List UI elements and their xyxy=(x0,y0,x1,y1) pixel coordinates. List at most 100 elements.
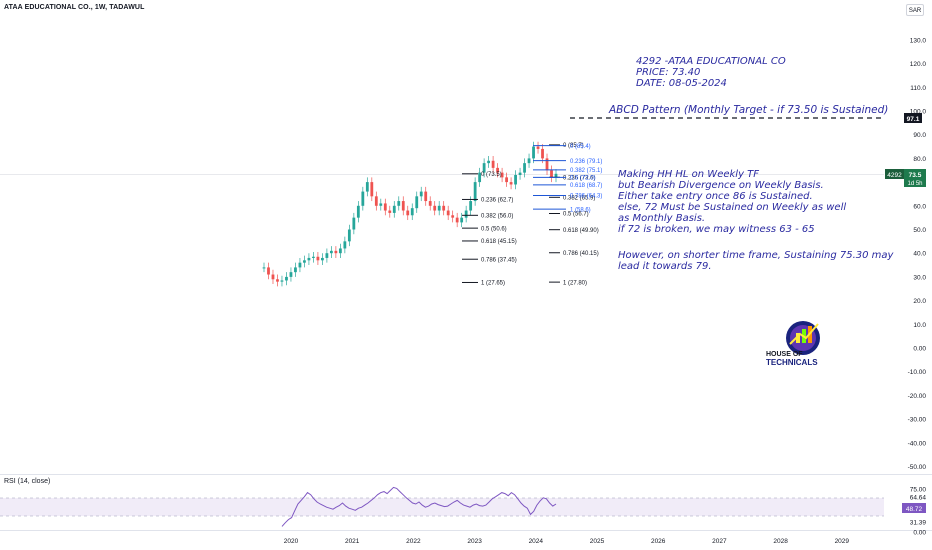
candle-body xyxy=(262,267,266,269)
time-tick-label: 2021 xyxy=(345,538,360,545)
candle-body xyxy=(379,203,383,206)
fib-retracements[interactable]: 0 (73.5) 0.236 (62.7) 0.382 (56.0) 0.5 (50.… xyxy=(462,143,602,287)
candle-body xyxy=(338,248,342,254)
price-tick-label: 20.0 xyxy=(913,298,926,305)
commentary-line-3: Either take entry once 86 is Sustained. xyxy=(618,191,813,202)
price-tick-label: 90.0 xyxy=(913,132,926,139)
fib-level-label-blue: 1 (58.6) xyxy=(570,207,591,213)
candle-body xyxy=(312,256,315,258)
candle-body xyxy=(419,191,423,197)
candle-body xyxy=(280,280,284,282)
time-tick-label: 2029 xyxy=(835,538,850,545)
candle-body xyxy=(527,158,531,164)
price-badge-text: 73.5 xyxy=(909,172,922,179)
fib-level-label: 1 (27.65) xyxy=(481,281,505,287)
currency-button[interactable]: SAR xyxy=(906,4,924,16)
price-tick-label: 10.0 xyxy=(913,322,926,329)
commentary-line-5: as Monthly Basis. xyxy=(618,213,705,224)
fib-level-label-blue: 0.236 (79.1) xyxy=(570,159,602,165)
fib-level-label-blue: 0.5 (72.0) xyxy=(570,176,596,182)
fib-level-label: 1 (27.80) xyxy=(563,280,587,286)
price-tick-label: -30.00 xyxy=(908,417,927,424)
candle-body xyxy=(532,146,535,159)
candle-body xyxy=(388,210,392,213)
time-tick-label: 2026 xyxy=(651,538,666,545)
rsi-label: RSI (14, close) xyxy=(4,478,51,485)
time-tick-label: 2025 xyxy=(590,538,605,545)
fib-level-label: 0.236 (62.7) xyxy=(481,198,513,204)
candle-body xyxy=(424,191,428,202)
countdown-text: 1d 5h xyxy=(907,181,922,187)
symbol-badge xyxy=(885,169,904,179)
candle-body xyxy=(401,201,405,211)
candle-body xyxy=(500,172,504,178)
commentary-line-4: else, 72 Must be Sustained on Weekly as … xyxy=(618,202,846,213)
candle-body xyxy=(464,210,468,218)
fib-level-label: 0.618 (49.90) xyxy=(563,228,599,234)
candle-body xyxy=(289,272,293,277)
price-tick-label: 30.0 xyxy=(913,274,926,281)
candle-body xyxy=(545,158,549,171)
rsi-tick-label: 75.00 xyxy=(910,487,927,494)
candle-body xyxy=(541,148,544,159)
price-tick-label: 60.0 xyxy=(913,203,926,210)
candle-body xyxy=(285,276,288,281)
candle-body xyxy=(392,205,396,213)
candle-body xyxy=(361,191,365,206)
fib-level-label: 0.5 (50.6) xyxy=(481,226,507,232)
fib-level-label: 0 (85.7) xyxy=(563,143,584,149)
price-tick-label: 120.0 xyxy=(910,61,927,68)
commentary-line-9: lead it towards 79. xyxy=(618,261,712,272)
target-badge xyxy=(904,113,922,123)
candle-body xyxy=(455,217,459,223)
candle-body xyxy=(356,205,360,218)
candle-body xyxy=(482,163,486,173)
rsi-current-badge xyxy=(902,503,926,513)
candle-body xyxy=(460,217,464,223)
time-tick-label: 2023 xyxy=(467,538,482,545)
candle-body xyxy=(267,267,270,275)
rsi-band xyxy=(0,498,884,516)
candle-body xyxy=(397,201,401,206)
price-tick-label: -20.00 xyxy=(908,393,927,400)
time-tick-label: 2024 xyxy=(529,538,544,545)
commentary-line-8: However, on shorter time frame, Sustaini… xyxy=(618,250,895,261)
candle-body xyxy=(505,177,508,183)
candle-body xyxy=(437,205,441,211)
candle-body xyxy=(433,205,437,211)
candle-body xyxy=(374,196,378,206)
candle-body xyxy=(550,170,553,178)
candle-body xyxy=(536,146,540,149)
price-candles xyxy=(262,141,558,287)
candle-body xyxy=(442,205,446,211)
fib-level-label: 0.236 (73.6) xyxy=(563,175,595,181)
candle-body xyxy=(406,210,410,216)
candle-body xyxy=(329,250,333,254)
candle-body xyxy=(410,208,414,216)
fib-level-label: 0.382 (65.9) xyxy=(563,196,595,202)
price-tick-label: -40.00 xyxy=(908,440,927,447)
fib-level-label: 0 (73.5) xyxy=(481,172,502,178)
time-tick-label: 2028 xyxy=(773,538,788,545)
fib-level-label-blue: 0.618 (68.7) xyxy=(570,183,602,189)
info-line-3: DATE: 08-05-2024 xyxy=(636,78,727,89)
candle-body xyxy=(307,257,311,261)
candle-body xyxy=(298,262,302,268)
candle-body xyxy=(294,267,297,273)
rsi-current-text: 48.72 xyxy=(906,506,923,513)
fib-level-label: 0.786 (40.15) xyxy=(563,251,599,257)
candle-body xyxy=(487,160,491,164)
commentary-line-1: Making HH HL on Weekly TF xyxy=(618,169,759,180)
price-axis[interactable]: 130.0120.0110.0100.090.080.070.060.050.0… xyxy=(908,37,927,471)
symbol-badge-text: 4292 xyxy=(887,172,902,179)
fib-level-label-blue: 0.382 (75.1) xyxy=(570,168,602,174)
candle-body xyxy=(276,279,279,282)
time-axis[interactable]: 2020 2021 2022 2023 2024 2025 2026 2027 2028 2029 xyxy=(284,538,850,545)
rsi-tick-label: 64.64 xyxy=(910,495,927,502)
candle-body xyxy=(365,182,369,192)
logo-line-2: TECHNICALS xyxy=(766,358,818,367)
chart-title: ATAA EDUCATIONAL CO., 1W, TADAWUL xyxy=(4,4,145,11)
candle-body xyxy=(383,203,387,211)
